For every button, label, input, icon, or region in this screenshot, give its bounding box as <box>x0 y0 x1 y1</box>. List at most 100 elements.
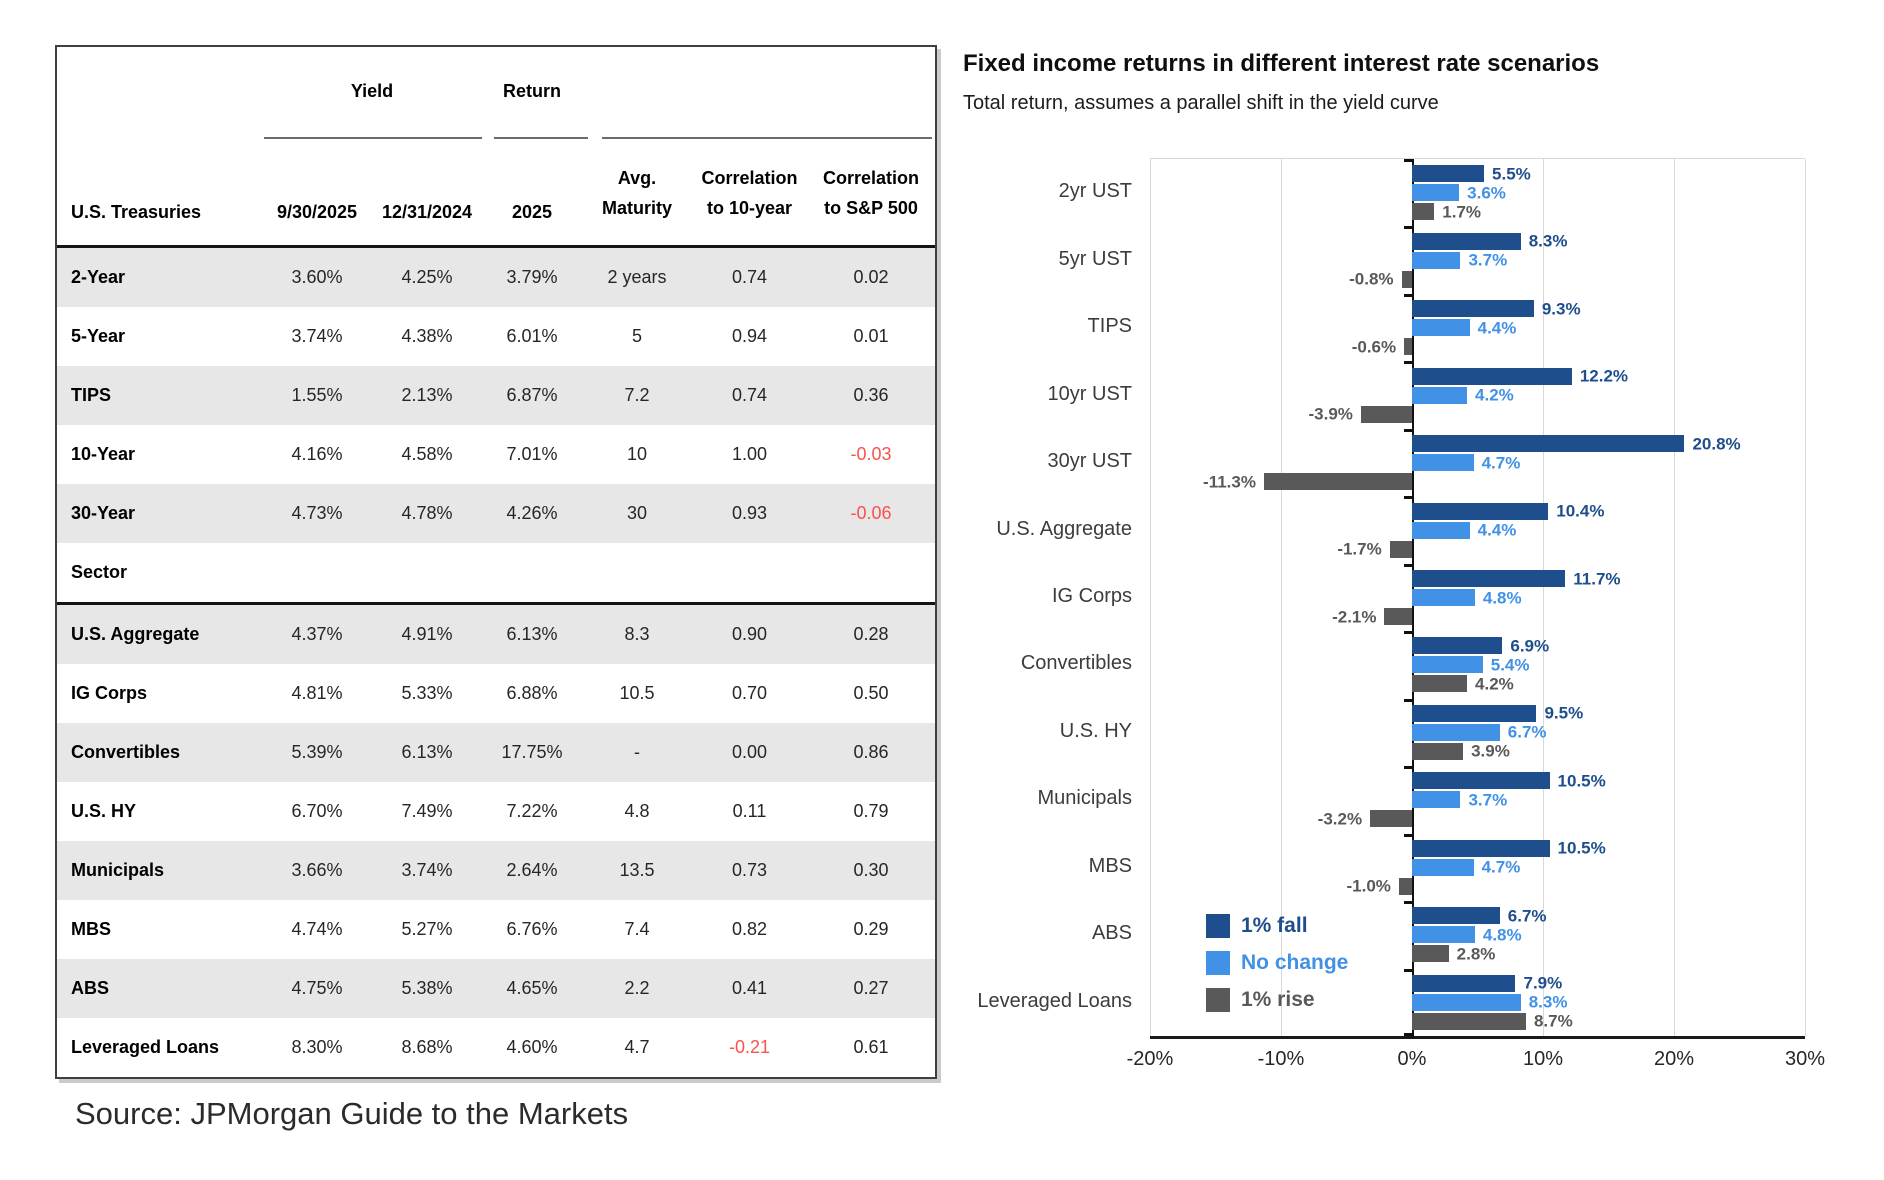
bar-No-change <box>1412 993 1521 1011</box>
legend-swatch <box>1206 988 1230 1012</box>
row-label: U.S. HY <box>71 801 137 821</box>
row-value: 4.91% <box>401 624 453 644</box>
row-value: 5.33% <box>401 683 453 703</box>
category-label: Leveraged Loans <box>977 989 1132 1012</box>
bar-value-label: 3.7% <box>1468 250 1508 270</box>
category-tick <box>1404 496 1414 500</box>
table-row: 2-Year 3.60% 4.25% 3.79% 2 years 0.74 0.02 <box>57 248 935 307</box>
row-value: 4.37% <box>291 624 343 644</box>
table-row: IG Corps 4.81% 5.33% 6.88% 10.5 0.70 0.50 <box>57 664 935 723</box>
bar-value-label: 6.7% <box>1507 722 1547 742</box>
bar-No-change <box>1412 386 1468 404</box>
table-section-row: Sector <box>57 543 935 602</box>
row-label: Convertibles <box>71 742 181 762</box>
bar-value-label: 4.4% <box>1477 520 1517 540</box>
row-value: 0.00 <box>731 742 768 762</box>
bar-value-label: 6.7% <box>1507 906 1547 926</box>
category-label: 2yr UST <box>1058 180 1132 203</box>
row-value: 17.75% <box>501 742 563 762</box>
row-value: -0.21 <box>728 1037 771 1057</box>
col-header-corr-10yr: Correlation to 10-year <box>701 168 798 218</box>
row-value: 4.26% <box>506 503 558 523</box>
x-tick-label: 0% <box>1397 1048 1427 1070</box>
row-value: 6.87% <box>506 385 558 405</box>
col-header-avg-maturity: Avg. Maturity <box>601 168 672 218</box>
col-header-yield-prior: 12/31/2024 <box>381 202 473 222</box>
row-label: U.S. Aggregate <box>71 624 200 644</box>
row-value: 0.74 <box>731 267 768 287</box>
gridline <box>1543 159 1544 1036</box>
x-tick-label: 30% <box>1784 1048 1826 1070</box>
row-value: - <box>634 742 640 762</box>
bar-value-label: -3.2% <box>1317 809 1363 829</box>
table-row: 5-Year 3.74% 4.38% 6.01% 5 0.94 0.01 <box>57 307 935 366</box>
category-tick <box>1404 293 1414 297</box>
legend-swatch <box>1206 951 1230 975</box>
bar-value-label: 1.7% <box>1442 202 1482 222</box>
category-label: U.S. Aggregate <box>996 517 1132 540</box>
bar-No-change <box>1412 656 1483 674</box>
bar-value-label: 3.7% <box>1468 790 1508 810</box>
bar-1-rise <box>1370 810 1412 828</box>
bar-1-rise <box>1412 945 1449 963</box>
bar-value-label: 4.8% <box>1482 588 1522 607</box>
legend-label: 1% rise <box>1241 988 1315 1011</box>
legend-item: No change <box>1206 951 1348 975</box>
row-value: 0.79 <box>853 801 889 821</box>
category-label: Convertibles <box>1020 652 1132 675</box>
row-value: 30 <box>626 503 648 523</box>
bar-value-label: 11.7% <box>1573 569 1621 588</box>
row-label: IG Corps <box>71 683 148 703</box>
bar-1-rise <box>1401 270 1412 288</box>
col-header-yield-current: 9/30/2025 <box>276 202 358 222</box>
legend-item: 1% rise <box>1206 988 1348 1012</box>
table-row: U.S. HY 6.70% 7.49% 7.22% 4.8 0.11 0.79 <box>57 782 935 841</box>
row-value: 7.4 <box>624 919 650 939</box>
category-label: U.S. HY <box>1059 719 1132 742</box>
col-header-corr-sp500: Correlation to S&P 500 <box>822 168 919 218</box>
row-value: 4.81% <box>291 683 343 703</box>
bar-No-change <box>1412 926 1475 944</box>
row-value: 7.49% <box>401 801 453 821</box>
row-value: 4.60% <box>506 1037 558 1057</box>
bar-No-change <box>1412 184 1460 202</box>
category-tick <box>1404 226 1414 230</box>
row-label: 2-Year <box>71 267 126 287</box>
row-value: 4.75% <box>291 978 343 998</box>
row-value: 0.02 <box>853 267 889 287</box>
category-tick <box>1404 901 1414 905</box>
bar-1-rise <box>1412 742 1464 760</box>
row-value: 0.74 <box>731 385 768 405</box>
bar-1-fall <box>1412 435 1685 453</box>
row-label: 30-Year <box>71 503 136 523</box>
group-header-return: Return <box>503 81 561 101</box>
bar-1-fall <box>1412 232 1521 250</box>
row-value: 1.55% <box>291 385 343 405</box>
category-label: MBS <box>1088 854 1132 877</box>
bar-value-label: 3.9% <box>1471 741 1510 761</box>
row-value: 2.2 <box>624 978 650 998</box>
bar-value-label: 10.4% <box>1556 501 1605 521</box>
table-row: Convertibles 5.39% 6.13% 17.75% - 0.00 0.86 <box>57 723 935 782</box>
row-value: 0.50 <box>853 683 889 703</box>
bar-value-label: 10.5% <box>1557 838 1606 858</box>
row-label: Leveraged Loans <box>71 1037 220 1057</box>
bar-1-rise <box>1412 675 1468 693</box>
bar-1-rise <box>1404 338 1412 356</box>
gridline <box>1150 159 1151 1036</box>
row-value: 3.79% <box>506 267 558 287</box>
bar-value-label: 8.7% <box>1533 1011 1573 1031</box>
row-value: 4.74% <box>291 919 343 939</box>
bar-1-fall <box>1412 839 1550 857</box>
row-value: 6.13% <box>506 624 558 644</box>
category-label: 5yr UST <box>1058 247 1132 270</box>
bar-No-change <box>1412 723 1500 741</box>
row-value: -0.06 <box>850 503 892 523</box>
treasuries-table: Yield Return U.S. Treasuries 9/30/2025 1… <box>55 45 937 1079</box>
table-row: 30-Year 4.73% 4.78% 4.26% 30 0.93 -0.06 <box>57 484 935 543</box>
table-row: TIPS 1.55% 2.13% 6.87% 7.2 0.74 0.36 <box>57 366 935 425</box>
row-value: 0.61 <box>853 1037 889 1057</box>
bar-value-label: 10.5% <box>1557 771 1606 791</box>
row-value: 4.58% <box>401 444 453 464</box>
bar-value-label: 4.8% <box>1482 925 1522 945</box>
